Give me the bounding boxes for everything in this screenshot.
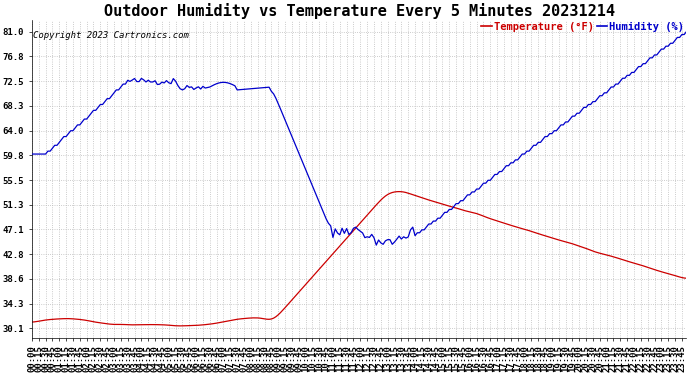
Text: Copyright 2023 Cartronics.com: Copyright 2023 Cartronics.com bbox=[32, 31, 188, 40]
Title: Outdoor Humidity vs Temperature Every 5 Minutes 20231214: Outdoor Humidity vs Temperature Every 5 … bbox=[104, 3, 615, 19]
Legend: Temperature (°F), Humidity (%): Temperature (°F), Humidity (%) bbox=[481, 22, 684, 32]
